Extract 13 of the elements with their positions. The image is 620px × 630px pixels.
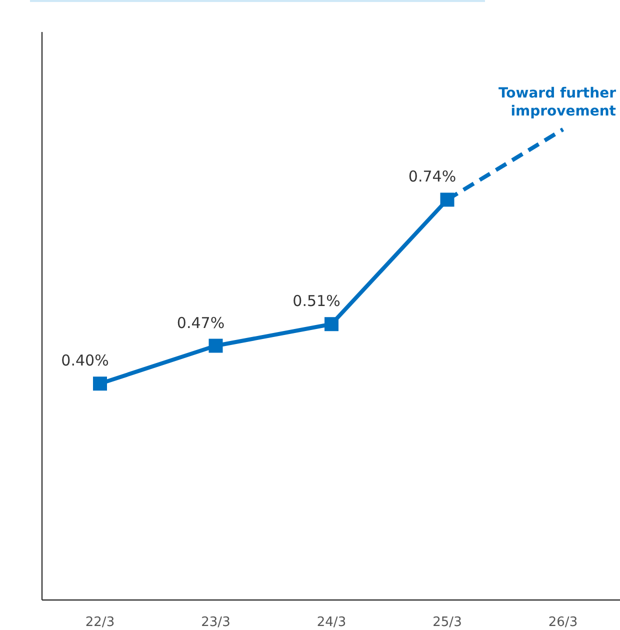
x-tick-label: 23/3: [201, 615, 230, 630]
x-tick-label: 22/3: [85, 615, 115, 630]
data-label: 0.47%: [176, 314, 225, 332]
x-tick-label: 26/3: [548, 615, 578, 630]
point: [93, 376, 107, 391]
data-label: 0.51%: [292, 292, 340, 310]
x-tick-label: 25/3: [432, 615, 462, 630]
x-tick-label: 24/3: [316, 615, 346, 630]
point: [208, 338, 223, 353]
data-label: 0.40%: [61, 352, 109, 370]
data-label: 0.74%: [408, 168, 456, 186]
point: [324, 317, 338, 332]
annotation: Toward further improvement: [498, 85, 616, 120]
